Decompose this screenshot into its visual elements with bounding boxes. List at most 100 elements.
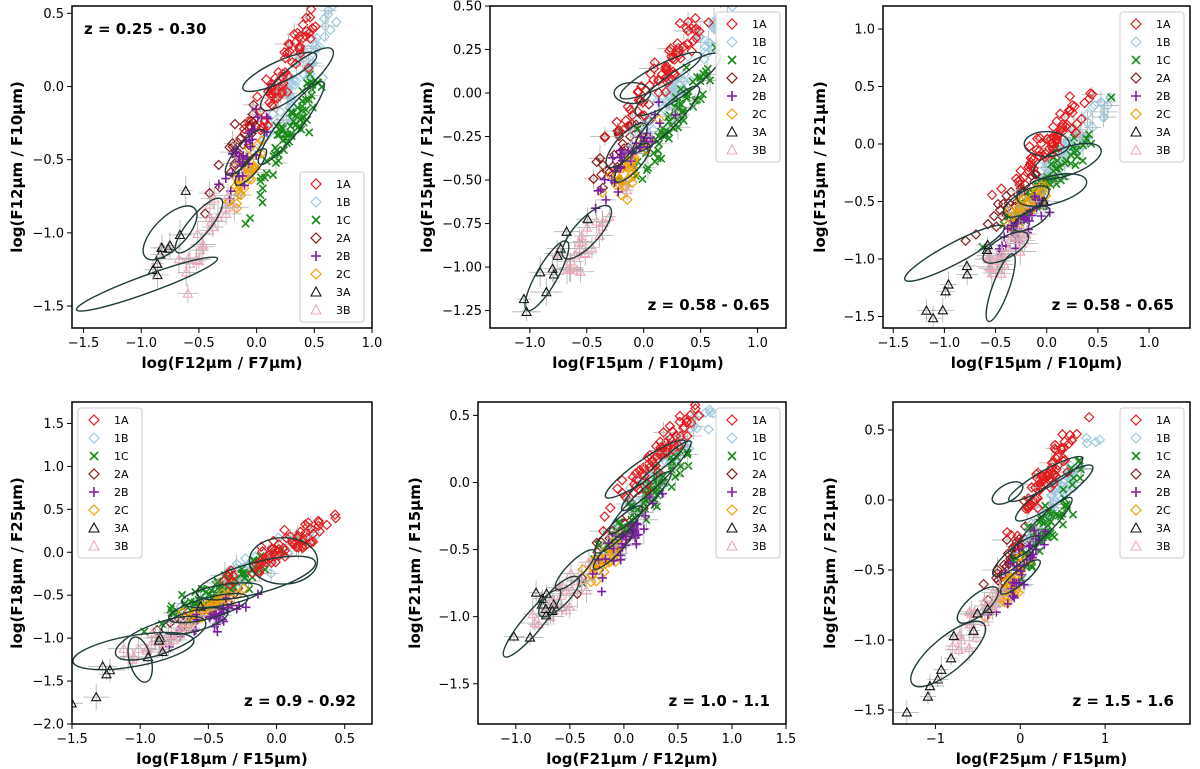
legend-label-2A: 2A <box>752 72 767 85</box>
point-1C <box>1058 509 1067 518</box>
confidence-ellipse-7 <box>991 481 1024 505</box>
error-bar <box>894 700 920 724</box>
point-1C <box>301 105 311 115</box>
point-2C <box>1015 551 1027 562</box>
point-1A <box>1032 502 1044 514</box>
legend-box <box>1119 407 1185 559</box>
legend-marker-1B <box>726 432 738 444</box>
point-1A <box>669 54 680 65</box>
point-1C <box>293 123 302 132</box>
point-1A <box>277 68 289 80</box>
point-1A <box>636 468 648 479</box>
point-2C <box>197 601 208 613</box>
point-1C <box>1082 134 1091 144</box>
point-2A <box>1003 197 1015 209</box>
point-1A <box>1071 428 1083 440</box>
x-tick-label: 0.0 <box>246 336 267 351</box>
point-3B <box>1016 237 1028 248</box>
legend-label-1A: 1A <box>752 414 767 427</box>
point-1A <box>599 131 611 142</box>
point-1A <box>1066 99 1078 111</box>
y-tick-label: −0.5 <box>843 195 875 210</box>
point-1A <box>294 42 305 54</box>
point-3B <box>579 248 591 259</box>
point-3B <box>566 584 578 595</box>
point-1A <box>648 63 660 74</box>
legend-marker-3B <box>88 539 100 551</box>
error-bar <box>580 578 593 603</box>
point-2B <box>617 542 627 552</box>
point-2C <box>613 173 625 185</box>
legend-label-1B: 1B <box>114 432 129 445</box>
x-tick-label: −1.0 <box>514 336 546 351</box>
point-1B <box>688 421 699 432</box>
panel-4: −1.5 −1.0 −0.5 0.0 0.5−2.0−1.5−1.0−0.50.00.5… <box>8 401 373 768</box>
point-1A <box>661 63 673 74</box>
point-1C <box>1037 515 1046 525</box>
point-2B <box>588 569 598 579</box>
point-3A <box>508 630 520 641</box>
legend-label-2C: 2C <box>336 268 351 281</box>
x-axis-label: log(F12μm / F7μm) <box>142 354 303 372</box>
legend-marker-3A <box>1130 125 1142 137</box>
point-1A <box>247 567 258 579</box>
point-2A <box>992 575 1004 586</box>
y-tick-label: 0.25 <box>453 43 482 58</box>
y-tick-label: 0.5 <box>864 424 885 439</box>
point-1A <box>305 6 317 15</box>
point-2B <box>1027 210 1037 220</box>
point-2B <box>251 104 261 114</box>
point-1A <box>642 452 654 464</box>
y-tick-label: −1.5 <box>32 300 64 315</box>
point-1C <box>1052 163 1061 173</box>
point-1B <box>273 532 284 544</box>
point-1A <box>264 552 276 564</box>
confidence-ellipse-1 <box>619 51 702 100</box>
x-tick-label: −0.5 <box>980 336 1012 351</box>
confidence-ellipse-4 <box>991 535 1041 577</box>
point-1A <box>284 531 296 542</box>
point-3A <box>921 304 932 315</box>
x-tick-label: −0.5 <box>193 732 225 747</box>
y-tick-label: 0.5 <box>43 503 64 518</box>
point-3A <box>561 226 573 236</box>
y-tick-label: −0.5 <box>853 564 885 579</box>
point-3A <box>162 242 174 253</box>
point-3B <box>591 215 602 226</box>
error-bar <box>219 193 249 222</box>
legend-label-3B: 3B <box>752 540 767 553</box>
point-1A <box>310 21 321 33</box>
confidence-ellipse-3 <box>1010 496 1073 560</box>
legend-box <box>715 11 781 163</box>
axes-frame <box>477 401 787 725</box>
legend-marker-1B <box>310 196 322 208</box>
legend-marker-1A <box>726 18 738 30</box>
y-tick-label: −0.50 <box>442 174 482 189</box>
legend-marker-1C <box>1131 451 1141 461</box>
point-1A <box>674 416 686 428</box>
point-2C <box>594 552 605 564</box>
point-1A <box>1025 157 1037 168</box>
y-tick-label: 0.00 <box>453 87 482 102</box>
point-1B <box>311 32 323 44</box>
point-2B <box>235 157 245 167</box>
point-1C <box>1062 156 1071 165</box>
point-1C <box>633 124 642 134</box>
legend-marker-3A <box>88 521 100 533</box>
point-2B <box>1019 215 1029 225</box>
error-bar <box>528 580 544 605</box>
legend-label-3B: 3B <box>1156 144 1171 157</box>
point-1A <box>1050 452 1061 464</box>
point-1A <box>279 545 291 556</box>
point-2C <box>238 182 250 194</box>
point-2C <box>233 189 245 200</box>
point-1C <box>237 569 246 579</box>
point-1A <box>276 71 288 83</box>
point-1A <box>633 484 645 496</box>
point-1B <box>1081 437 1093 449</box>
x-tick-label: −1.5 <box>56 732 88 747</box>
point-2C <box>621 161 632 173</box>
point-1A <box>612 483 623 494</box>
confidence-ellipse-3 <box>608 470 672 535</box>
legend: 1A 1B 1C 2A 2B 2C 3A 3B <box>715 11 781 163</box>
